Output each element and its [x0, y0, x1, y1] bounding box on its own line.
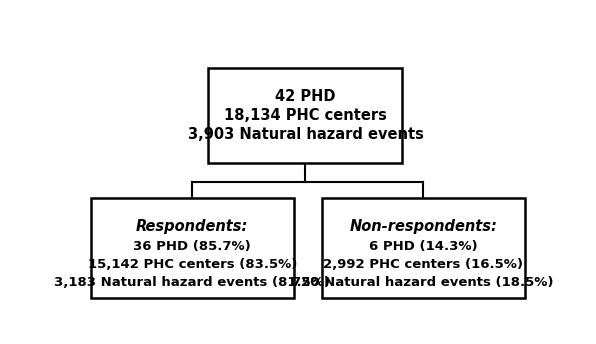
FancyBboxPatch shape [91, 197, 294, 298]
Text: 720 Natural hazard events (18.5%): 720 Natural hazard events (18.5%) [293, 276, 554, 289]
Text: 36 PHD (85.7%): 36 PHD (85.7%) [134, 240, 251, 254]
FancyBboxPatch shape [322, 197, 525, 298]
Text: 42 PHD: 42 PHD [275, 89, 336, 104]
Text: 15,142 PHC centers (83.5%): 15,142 PHC centers (83.5%) [88, 258, 297, 271]
Text: 3,903 Natural hazard events: 3,903 Natural hazard events [188, 127, 423, 142]
FancyBboxPatch shape [209, 68, 402, 163]
Text: 6 PHD (14.3%): 6 PHD (14.3%) [369, 240, 477, 254]
Text: 18,134 PHC centers: 18,134 PHC centers [224, 108, 387, 123]
Text: 2,992 PHC centers (16.5%): 2,992 PHC centers (16.5%) [323, 258, 523, 271]
Text: Respondents:: Respondents: [136, 219, 249, 234]
Text: 3,183 Natural hazard events (81.5%): 3,183 Natural hazard events (81.5%) [54, 276, 330, 289]
Text: Non-respondents:: Non-respondents: [349, 219, 497, 234]
